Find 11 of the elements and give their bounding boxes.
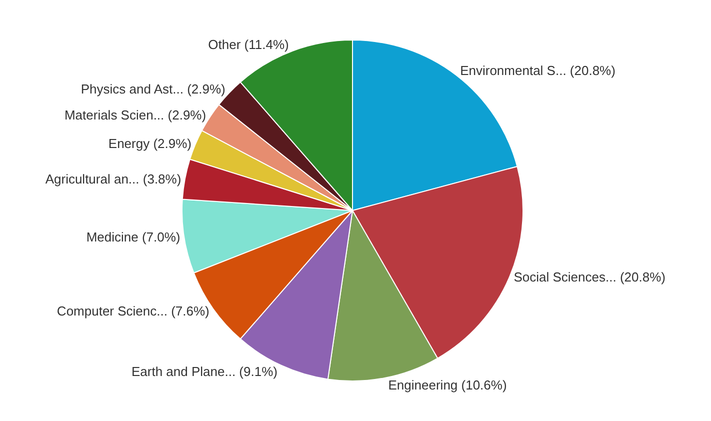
slice-label: Computer Scienc... (7.6%) bbox=[56, 304, 210, 319]
slice-label: Engineering (10.6%) bbox=[388, 378, 507, 393]
slice-label: Social Sciences... (20.8%) bbox=[514, 269, 666, 284]
slice-label: Environmental S... (20.8%) bbox=[460, 63, 616, 78]
slice-label: Energy (2.9%) bbox=[108, 136, 192, 152]
slice-label: Earth and Plane... (9.1%) bbox=[131, 364, 278, 380]
slice-label: Agricultural an... (3.8%) bbox=[45, 171, 182, 186]
slice-label: Physics and Ast... (2.9%) bbox=[80, 82, 226, 97]
slice-label: Other (11.4%) bbox=[208, 36, 289, 52]
slice-label: Medicine (7.0%) bbox=[86, 229, 180, 244]
slice-label: Materials Scien... (2.9%) bbox=[64, 107, 206, 122]
